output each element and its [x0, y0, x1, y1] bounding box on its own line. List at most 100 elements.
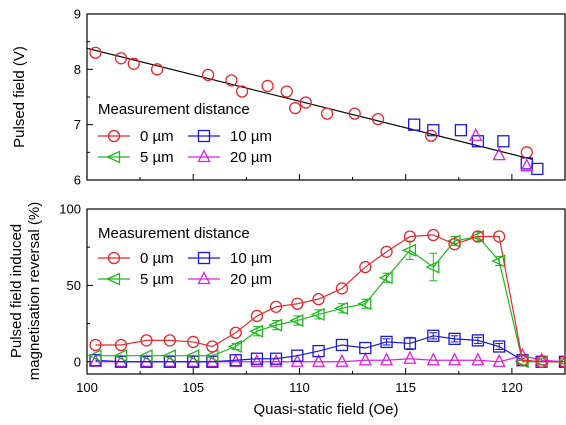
top-panel: 6 7 8 9 Pulsed field (V) Measurement distan…: [11, 7, 566, 188]
data-point: [187, 335, 200, 349]
data-point: [427, 228, 440, 242]
legend-label: 0 µm: [140, 128, 174, 145]
top-legend: 0 µm 10 µm 5 µm 20 µm: [98, 128, 272, 166]
x-tick-label: 110: [289, 380, 310, 395]
legend-entry-5-m: 5 µm: [98, 271, 174, 288]
data-point: [531, 162, 544, 176]
data-point: [250, 353, 264, 367]
data-point: [335, 282, 349, 295]
data-point: [127, 57, 140, 70]
data-point: [358, 352, 372, 366]
data-point: [556, 357, 566, 366]
legend-entry-20-m: 20 µm: [188, 149, 272, 166]
legend-label: 20 µm: [230, 271, 272, 288]
legend-entry-5-m: 5 µm: [98, 149, 174, 166]
legend-marker: [105, 150, 121, 164]
y-tick-label: 0: [74, 354, 81, 369]
data-point: [348, 107, 361, 120]
bottom-x-axis: 100 105 110 115 120: [76, 368, 523, 395]
top-legend-title: Measurement distance: [98, 101, 250, 118]
legend-marker: [197, 129, 211, 143]
x-tick-label: 105: [182, 380, 204, 395]
data-point: [291, 297, 304, 310]
data-point: [204, 349, 219, 363]
x-tick-label: 115: [395, 380, 416, 395]
data-point: [516, 354, 529, 367]
data-point: [379, 352, 394, 366]
data-point: [333, 301, 349, 315]
data-point: [371, 112, 385, 126]
data-point: [497, 135, 510, 148]
data-point: [454, 124, 468, 137]
data-point: [492, 340, 506, 353]
data-point: [310, 307, 325, 321]
data-point: [471, 230, 485, 243]
data-point: [185, 349, 200, 363]
data-point: [558, 353, 566, 367]
top-y-axis: 6 7 8 9: [74, 7, 93, 188]
data-point: [359, 341, 372, 355]
data-point: [139, 353, 154, 367]
data-point: [492, 230, 506, 243]
series-0-m: [89, 46, 533, 159]
data-point: [250, 352, 264, 365]
data-point: [261, 79, 274, 93]
data-point: [312, 353, 326, 367]
bottom-series-group: [87, 228, 566, 369]
data-point: [114, 52, 128, 65]
series-line: [95, 234, 565, 363]
data-point: [291, 349, 304, 362]
data-point: [403, 350, 417, 364]
bottom-plot-frame: [86, 208, 566, 375]
y-tick-label: 9: [74, 7, 81, 22]
legend-label: 10 µm: [230, 250, 272, 267]
y-tick-label: 8: [74, 62, 81, 77]
data-point: [206, 340, 219, 353]
data-point: [427, 124, 440, 137]
data-point: [471, 334, 485, 347]
data-point: [448, 237, 461, 251]
data-point: [491, 254, 506, 268]
legend-label: 0 µm: [140, 250, 174, 267]
data-point: [312, 344, 325, 358]
legend-marker: [197, 149, 211, 163]
data-point: [359, 260, 372, 274]
data-point: [269, 352, 283, 365]
data-point: [140, 334, 153, 347]
data-point: [201, 68, 215, 82]
data-point: [289, 314, 304, 328]
data-point: [163, 334, 177, 347]
data-point: [114, 338, 128, 352]
legend-marker: [107, 129, 121, 143]
bottom-legend-title: Measurement distance: [98, 225, 250, 242]
legend-marker: [197, 271, 211, 285]
y-axis-label-line-2: magnetisation reversal (%): [26, 202, 43, 380]
data-point: [248, 324, 264, 338]
data-point: [250, 309, 264, 323]
legend-label: 10 µm: [230, 128, 272, 145]
data-point: [471, 135, 485, 148]
data-point: [227, 339, 242, 354]
data-point: [427, 329, 440, 342]
data-point: [163, 353, 177, 367]
data-point: [289, 101, 302, 115]
data-point: [138, 349, 153, 363]
data-point: [235, 85, 249, 98]
data-point: [469, 127, 483, 141]
legend-entry-10-m: 10 µm: [188, 128, 272, 145]
top-series-group: [89, 46, 544, 176]
data-point: [299, 96, 312, 109]
data-point: [89, 46, 102, 59]
data-point: [380, 335, 393, 349]
series-line: [95, 335, 565, 363]
data-point: [320, 107, 334, 120]
data-point: [229, 354, 242, 367]
bottom-x-axis-label: Quasi-static field (Oe): [253, 401, 398, 418]
data-point: [408, 118, 421, 131]
legend-label: 5 µm: [140, 271, 174, 288]
legend-entry-10-m: 10 µm: [188, 250, 272, 267]
data-point: [448, 332, 461, 346]
data-point: [87, 349, 102, 363]
legend-marker: [107, 251, 121, 265]
legend-marker: [197, 251, 211, 265]
